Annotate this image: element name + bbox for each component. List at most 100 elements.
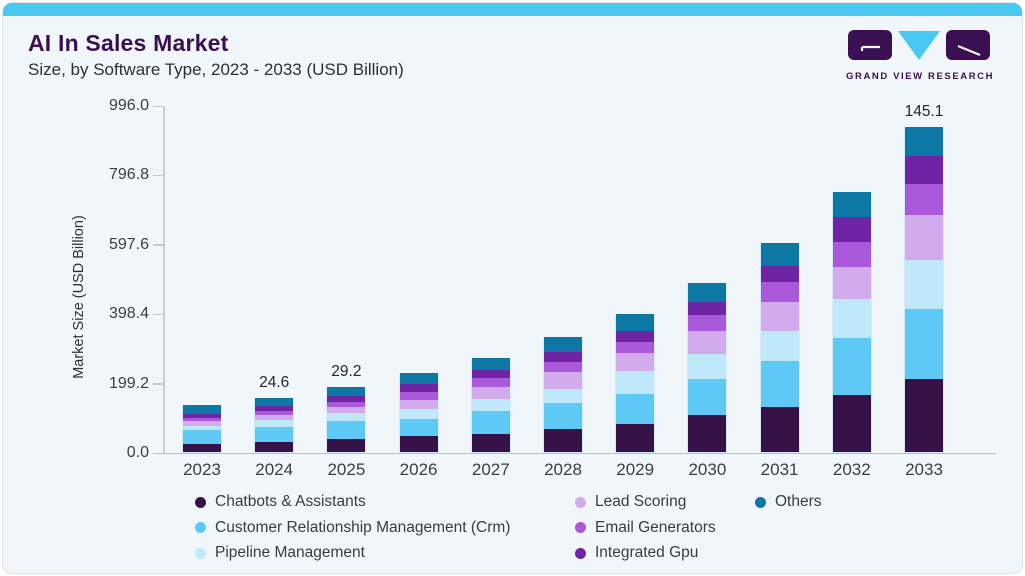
legend-item-chatbots: Chatbots & Assistants bbox=[195, 491, 366, 513]
bar-segment-others-2031 bbox=[760, 242, 799, 267]
legend-item-crm: Customer Relationship Management (Crm) bbox=[195, 517, 510, 539]
bar-segment-crm-2026 bbox=[399, 418, 438, 437]
bar-segment-integrated_gpu-2029 bbox=[616, 331, 655, 342]
bar-segment-chatbots-2031 bbox=[760, 407, 799, 452]
bar-segment-integrated_gpu-2027 bbox=[471, 370, 510, 379]
top-accent-bar bbox=[3, 3, 1022, 16]
legend-label-others: Others bbox=[775, 493, 822, 510]
bar-total-label-2033: 145.1 bbox=[904, 102, 944, 120]
bar-segment-lead_scoring-2023 bbox=[183, 421, 221, 426]
legend-label-crm: Customer Relationship Management (Crm) bbox=[215, 518, 511, 536]
x-axis-label-2028: 2028 bbox=[544, 460, 582, 479]
bar-segment-lead_scoring-2025 bbox=[327, 406, 366, 413]
bar-2023 bbox=[182, 404, 222, 453]
legend-label-lead_scoring: Lead Scoring bbox=[595, 493, 687, 510]
bar-segment-crm-2027 bbox=[471, 411, 510, 434]
bar-segment-others-2030 bbox=[688, 283, 727, 303]
x-axis-label-2027: 2027 bbox=[471, 460, 510, 479]
bar-segment-email_generators-2032 bbox=[832, 241, 871, 268]
bar-segment-chatbots-2028 bbox=[544, 429, 582, 452]
x-axis-label-2023: 2023 bbox=[183, 460, 221, 479]
x-axis-label-2030: 2030 bbox=[688, 460, 727, 479]
bar-2025 bbox=[326, 386, 367, 453]
legend-item-integrated_gpu: Integrated Gpu bbox=[575, 542, 698, 564]
bar-segment-crm-2032 bbox=[832, 338, 871, 395]
bar-segment-email_generators-2029 bbox=[616, 341, 655, 354]
y-axis-tick-label: 199.2 bbox=[108, 374, 149, 392]
bar-2033 bbox=[904, 126, 944, 453]
bar-segment-lead_scoring-2024 bbox=[255, 415, 294, 421]
bar-segment-chatbots-2023 bbox=[183, 443, 221, 452]
x-axis-label-2031: 2031 bbox=[760, 460, 799, 479]
y-axis-tick-mark bbox=[153, 105, 163, 107]
bar-segment-others-2026 bbox=[399, 373, 438, 384]
bar-2032 bbox=[831, 192, 872, 453]
bar-segment-pipeline-2025 bbox=[327, 412, 366, 421]
bar-segment-integrated_gpu-2028 bbox=[544, 352, 582, 362]
bar-segment-others-2024 bbox=[255, 398, 294, 406]
bar-segment-others-2025 bbox=[327, 386, 366, 396]
bar-segment-integrated_gpu-2030 bbox=[688, 302, 727, 316]
legend-item-pipeline: Pipeline Management bbox=[195, 542, 365, 564]
bar-segment-email_generators-2027 bbox=[471, 378, 510, 387]
bar-segment-chatbots-2030 bbox=[688, 415, 727, 452]
bar-segment-others-2029 bbox=[616, 314, 655, 332]
bar-segment-pipeline-2030 bbox=[688, 353, 727, 380]
legend-label-chatbots: Chatbots & Assistants bbox=[215, 493, 366, 510]
bar-segment-crm-2023 bbox=[183, 430, 221, 444]
y-axis-tick-mark bbox=[153, 383, 163, 385]
bar-total-label-2024: 24.6 bbox=[259, 373, 290, 391]
bar-2024 bbox=[254, 398, 295, 453]
bar-segment-pipeline-2028 bbox=[544, 389, 582, 403]
bar-segment-email_generators-2031 bbox=[760, 281, 799, 303]
page-title: AI In Sales Market bbox=[28, 30, 229, 56]
bar-segment-pipeline-2027 bbox=[471, 399, 510, 412]
legend-label-integrated_gpu: Integrated Gpu bbox=[595, 544, 699, 561]
bar-segment-chatbots-2026 bbox=[399, 436, 438, 452]
bar-segment-crm-2024 bbox=[255, 426, 294, 442]
legend-color-dot-chatbots bbox=[195, 496, 206, 508]
bar-segment-pipeline-2023 bbox=[183, 425, 221, 431]
y-axis-tick-mark bbox=[153, 313, 163, 316]
bar-segment-crm-2029 bbox=[616, 394, 655, 424]
bar-segment-lead_scoring-2032 bbox=[832, 267, 871, 300]
y-axis-tick-label: 796.8 bbox=[108, 166, 149, 184]
bar-segment-chatbots-2025 bbox=[327, 439, 366, 452]
bar-2028 bbox=[543, 337, 583, 453]
bar-segment-integrated_gpu-2032 bbox=[832, 216, 871, 242]
bar-segment-lead_scoring-2030 bbox=[688, 331, 727, 354]
bar-segment-integrated_gpu-2023 bbox=[183, 413, 221, 418]
bar-segment-integrated_gpu-2031 bbox=[760, 266, 799, 282]
page-subtitle: Size, by Software Type, 2023 - 2033 (USD… bbox=[28, 60, 404, 79]
bar-segment-integrated_gpu-2026 bbox=[399, 383, 438, 393]
bar-segment-email_generators-2024 bbox=[255, 411, 294, 416]
legend-item-lead_scoring: Lead Scoring bbox=[575, 491, 686, 513]
bar-total-label-2025: 29.2 bbox=[331, 362, 362, 380]
bar-segment-crm-2031 bbox=[760, 361, 799, 408]
bar-segment-others-2032 bbox=[832, 192, 871, 217]
bar-segment-lead_scoring-2028 bbox=[544, 371, 582, 390]
bar-segment-crm-2033 bbox=[905, 308, 943, 380]
bar-2031 bbox=[759, 242, 800, 453]
bar-segment-chatbots-2032 bbox=[832, 394, 871, 452]
x-axis-label-2026: 2026 bbox=[399, 460, 438, 479]
stacked-bar-chart: Market Size (USD Billion) 996.0 796.8 597.… bbox=[3, 3, 1022, 573]
y-axis-tick-label: 0.0 bbox=[126, 444, 149, 461]
bar-2026 bbox=[398, 373, 439, 453]
y-axis-tick-label: 996.0 bbox=[108, 97, 149, 114]
bar-2027 bbox=[470, 357, 511, 453]
x-axis-label-2032: 2032 bbox=[832, 460, 871, 479]
bar-segment-others-2027 bbox=[471, 357, 510, 371]
bar-segment-integrated_gpu-2025 bbox=[327, 395, 366, 402]
bar-segment-integrated_gpu-2033 bbox=[905, 155, 943, 185]
bar-segment-chatbots-2029 bbox=[616, 423, 655, 452]
bar-segment-pipeline-2032 bbox=[832, 299, 871, 339]
bar-segment-lead_scoring-2026 bbox=[399, 400, 438, 410]
legend-color-dot-integrated_gpu bbox=[575, 547, 586, 559]
bar-segment-integrated_gpu-2024 bbox=[255, 405, 294, 412]
bar-segment-lead_scoring-2031 bbox=[760, 302, 799, 332]
legend-label-pipeline: Pipeline Management bbox=[215, 544, 365, 561]
bar-segment-others-2028 bbox=[544, 337, 582, 353]
legend-item-others: Others bbox=[755, 491, 822, 513]
